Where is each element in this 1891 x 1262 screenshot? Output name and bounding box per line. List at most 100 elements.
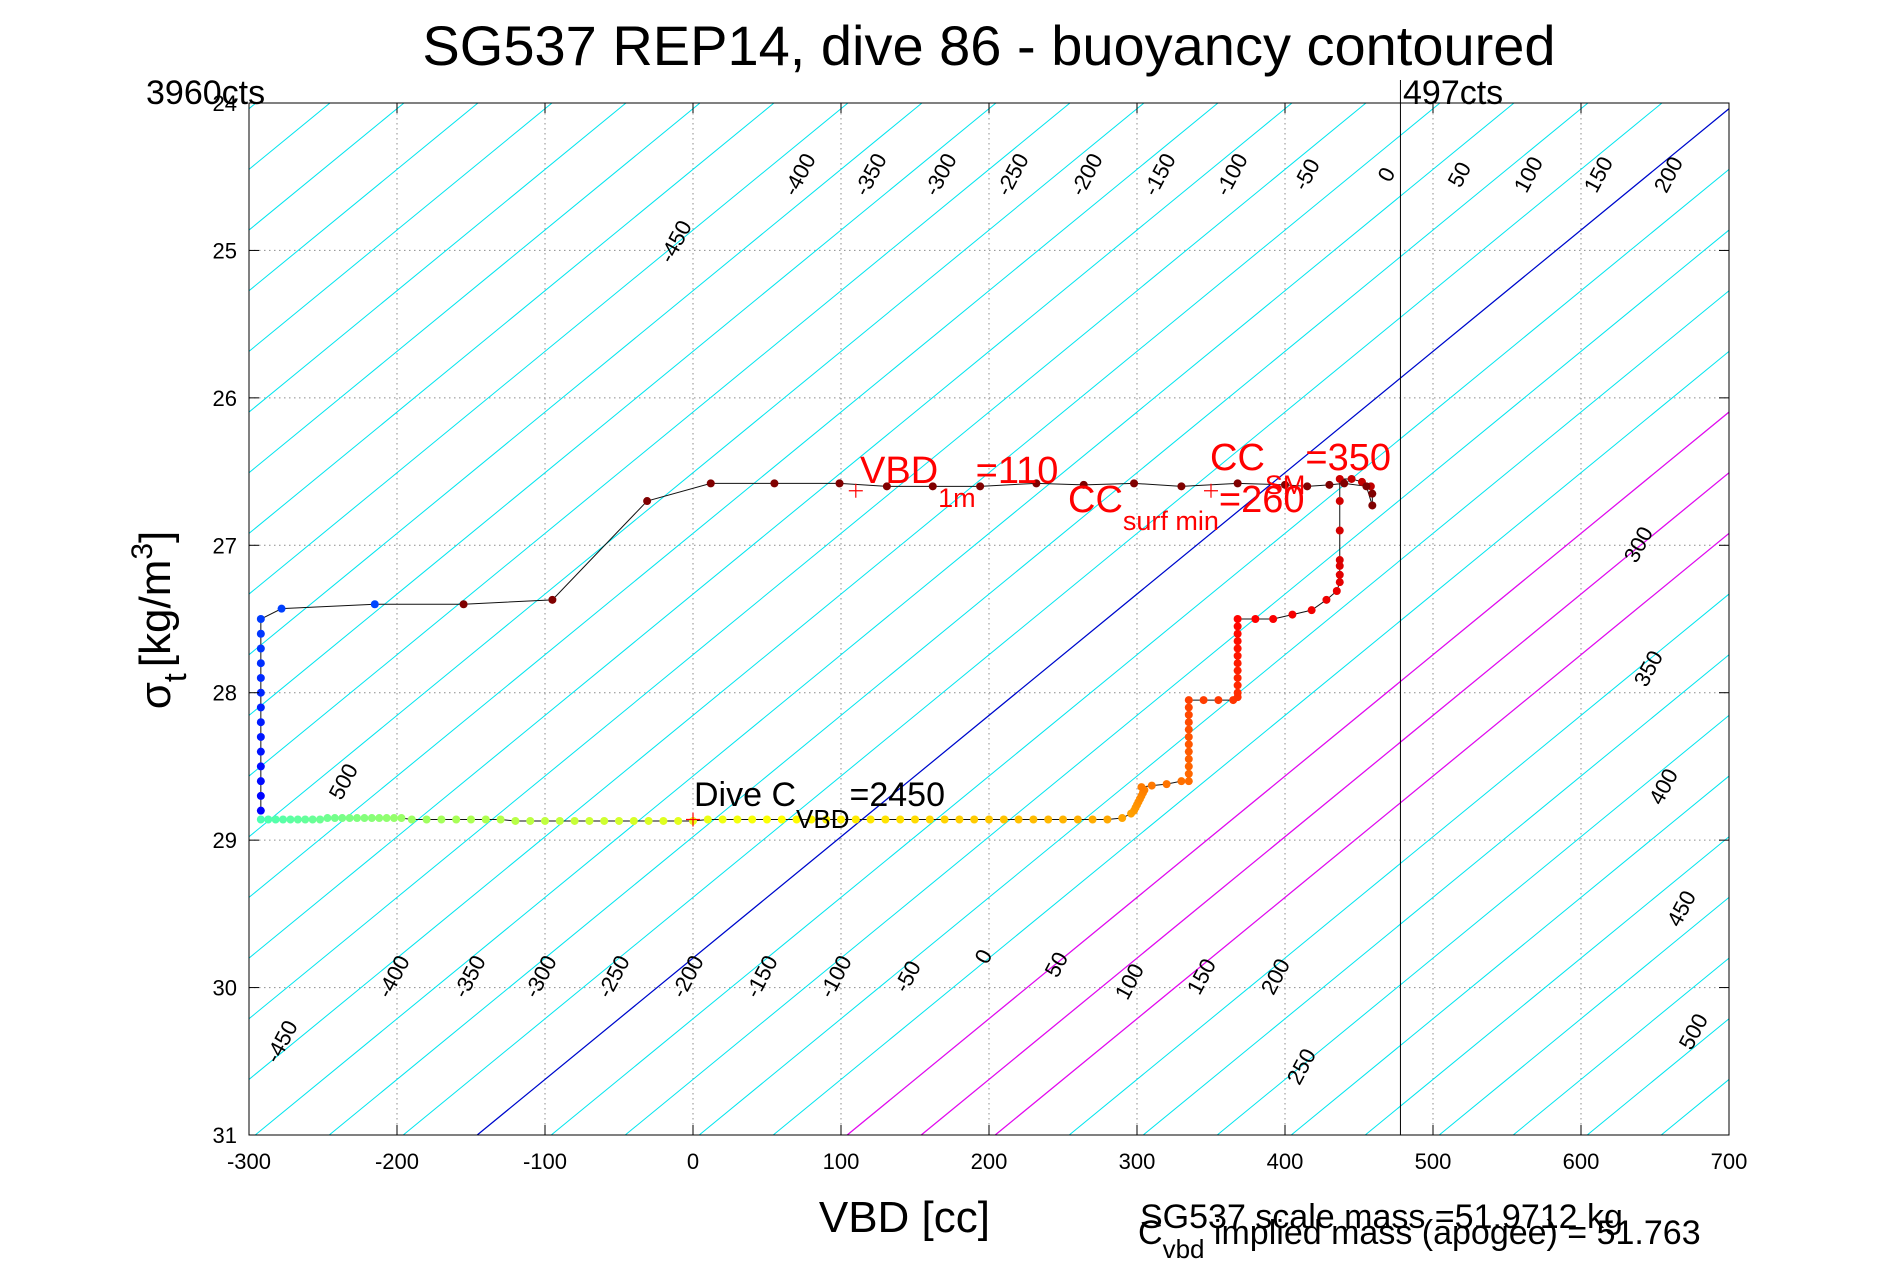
y-tick-label: 31 [213, 1123, 237, 1148]
profile-point [1322, 595, 1331, 604]
annotation-vbd-1m-sub: 1m [938, 483, 976, 513]
chart-title: SG537 REP14, dive 86 - buoyancy contoure… [422, 14, 1555, 77]
vbd-1m-marker [848, 483, 863, 498]
profile-point [1335, 526, 1344, 535]
contour-line [249, 103, 997, 717]
profile-point [256, 673, 265, 682]
profile-point [1307, 606, 1316, 615]
dive-profile [256, 474, 1377, 825]
profile-point [718, 815, 727, 824]
profile-point [345, 814, 354, 823]
annotation-dive-cvbd-main: Dive C [694, 776, 796, 814]
contour-line [249, 103, 701, 474]
profile-point [1233, 622, 1242, 631]
profile-point [896, 815, 905, 824]
profile-point [1269, 615, 1278, 623]
contour-line [1512, 957, 1729, 1135]
y-tick-label: 25 [213, 238, 237, 263]
profile-point [1184, 725, 1193, 734]
profile-point [256, 703, 265, 712]
profile-point [397, 814, 406, 823]
profile-point [1233, 629, 1242, 638]
x-tick-label: 600 [1563, 1149, 1600, 1174]
contour-line-magenta [846, 411, 1729, 1135]
y-ticks: 24 25 26 27 28 29 30 31 [213, 91, 1729, 1148]
profile-point [360, 814, 369, 823]
profile-point [422, 815, 431, 824]
profile-point [256, 762, 265, 771]
profile-point [763, 815, 771, 824]
profile-point [437, 815, 446, 824]
profile-point [1303, 482, 1312, 491]
implied-mass-note: Cvbd implied mass (apogee) = 51.763 [1138, 1214, 1701, 1262]
profile-point [706, 479, 715, 488]
y-tick-label: 24 [213, 91, 237, 116]
profile-point [316, 815, 325, 824]
contour-line [328, 103, 1589, 1135]
profile-point [264, 815, 273, 824]
profile-point [770, 479, 779, 488]
profile-point [881, 815, 890, 824]
contour-line [249, 103, 775, 535]
x-tick-label: 100 [823, 1149, 860, 1174]
contour-line-magenta [994, 532, 1729, 1135]
contour-line [1883, 103, 1891, 1135]
profile-point [643, 497, 652, 506]
contour-line [254, 103, 1515, 1135]
contour-line [249, 103, 627, 413]
contour-line [1735, 103, 1891, 1135]
profile-point [1335, 561, 1344, 570]
profile-point [985, 815, 993, 824]
annotation-cc-surf-min-sub: surf min [1123, 506, 1219, 536]
profile-point [1335, 556, 1344, 565]
profile-point [733, 815, 742, 824]
annotation-dive-cvbd-sub: VBD [796, 804, 849, 834]
profile-point [301, 815, 310, 824]
profile-point [1184, 696, 1193, 705]
profile-point [1184, 740, 1193, 749]
profile-point [1184, 732, 1193, 741]
profile-point [353, 814, 362, 823]
profile-point [1233, 651, 1242, 660]
scale-mass-note: SG537 scale mass =51.9712 kg [1140, 1198, 1623, 1236]
x-ticks: -300 -200 -100 0 100 200 300 400 500 600 700 [227, 103, 1747, 1174]
corner-label-left: 3960cts [146, 74, 265, 112]
profile-point [882, 482, 891, 491]
profile-point [1233, 659, 1242, 668]
contour-line-magenta [920, 471, 1729, 1135]
grid [249, 103, 1729, 1135]
implied-mass-main: C [1138, 1214, 1163, 1252]
profile-point [644, 816, 653, 825]
profile-point [1347, 474, 1356, 483]
profile-point [1118, 814, 1127, 823]
x-tick-label: 700 [1711, 1149, 1748, 1174]
x-tick-label: -100 [523, 1149, 567, 1174]
y-axis-label-sup: 3 [126, 543, 159, 560]
implied-mass-sub: vbd [1163, 1234, 1205, 1262]
contour-line [249, 103, 1145, 838]
profile-point [1368, 489, 1377, 498]
profile-point [382, 814, 391, 823]
contour-line [1438, 896, 1729, 1135]
profile-point [286, 815, 295, 824]
profile-point [375, 814, 384, 823]
profile-point [271, 815, 280, 824]
profile-point [748, 815, 757, 824]
contour-line [249, 103, 1441, 1081]
profile-point [866, 815, 875, 824]
contour-line [1290, 775, 1729, 1135]
profile-point [585, 816, 594, 825]
profile-point [940, 815, 949, 824]
profile-point [1059, 815, 1067, 824]
profile-point [1335, 570, 1344, 579]
y-tick-label: 29 [213, 828, 237, 853]
contour-line [249, 103, 923, 656]
profile-point [837, 815, 845, 824]
profile-point [1184, 710, 1193, 719]
x-tick-label: 400 [1267, 1149, 1304, 1174]
x-tick-label: 300 [1119, 1149, 1156, 1174]
profile-point [703, 815, 712, 824]
contour-line [249, 103, 849, 595]
contour-line [1068, 593, 1729, 1135]
contour-line [249, 103, 1219, 899]
